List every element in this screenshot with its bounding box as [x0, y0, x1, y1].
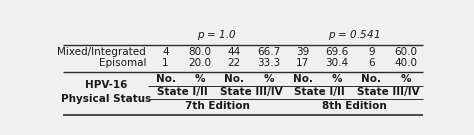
- Text: No.: No.: [361, 74, 381, 84]
- Text: 6: 6: [368, 58, 374, 68]
- Text: 17: 17: [296, 58, 310, 68]
- Text: 33.3: 33.3: [257, 58, 280, 68]
- Text: 30.4: 30.4: [326, 58, 348, 68]
- Text: 22: 22: [228, 58, 241, 68]
- Text: 60.0: 60.0: [394, 47, 417, 57]
- Text: %: %: [401, 74, 411, 84]
- Text: 1: 1: [162, 58, 169, 68]
- Text: No.: No.: [293, 74, 313, 84]
- Text: State I/II: State I/II: [294, 87, 345, 97]
- Text: No.: No.: [224, 74, 244, 84]
- Text: 7th Edition: 7th Edition: [184, 101, 249, 111]
- Text: 66.7: 66.7: [257, 47, 280, 57]
- Text: $p$ = 1.0: $p$ = 1.0: [197, 28, 237, 42]
- Text: State III/IV: State III/IV: [357, 87, 420, 97]
- Text: 8th Edition: 8th Edition: [322, 101, 386, 111]
- Text: Mixed/Integrated: Mixed/Integrated: [57, 47, 146, 57]
- Text: %: %: [194, 74, 205, 84]
- Text: %: %: [263, 74, 273, 84]
- Text: %: %: [332, 74, 342, 84]
- Text: HPV-16
Physical Status: HPV-16 Physical Status: [61, 80, 151, 104]
- Text: 4: 4: [162, 47, 169, 57]
- Text: State I/II: State I/II: [157, 87, 208, 97]
- Text: 20.0: 20.0: [188, 58, 211, 68]
- Text: 44: 44: [228, 47, 241, 57]
- Text: $p$ = 0.541: $p$ = 0.541: [328, 28, 380, 42]
- Text: No.: No.: [155, 74, 175, 84]
- Text: 9: 9: [368, 47, 374, 57]
- Text: Episomal: Episomal: [99, 58, 146, 68]
- Text: 40.0: 40.0: [394, 58, 417, 68]
- Text: State III/IV: State III/IV: [220, 87, 283, 97]
- Text: 80.0: 80.0: [188, 47, 211, 57]
- Text: 39: 39: [296, 47, 310, 57]
- Text: 69.6: 69.6: [325, 47, 348, 57]
